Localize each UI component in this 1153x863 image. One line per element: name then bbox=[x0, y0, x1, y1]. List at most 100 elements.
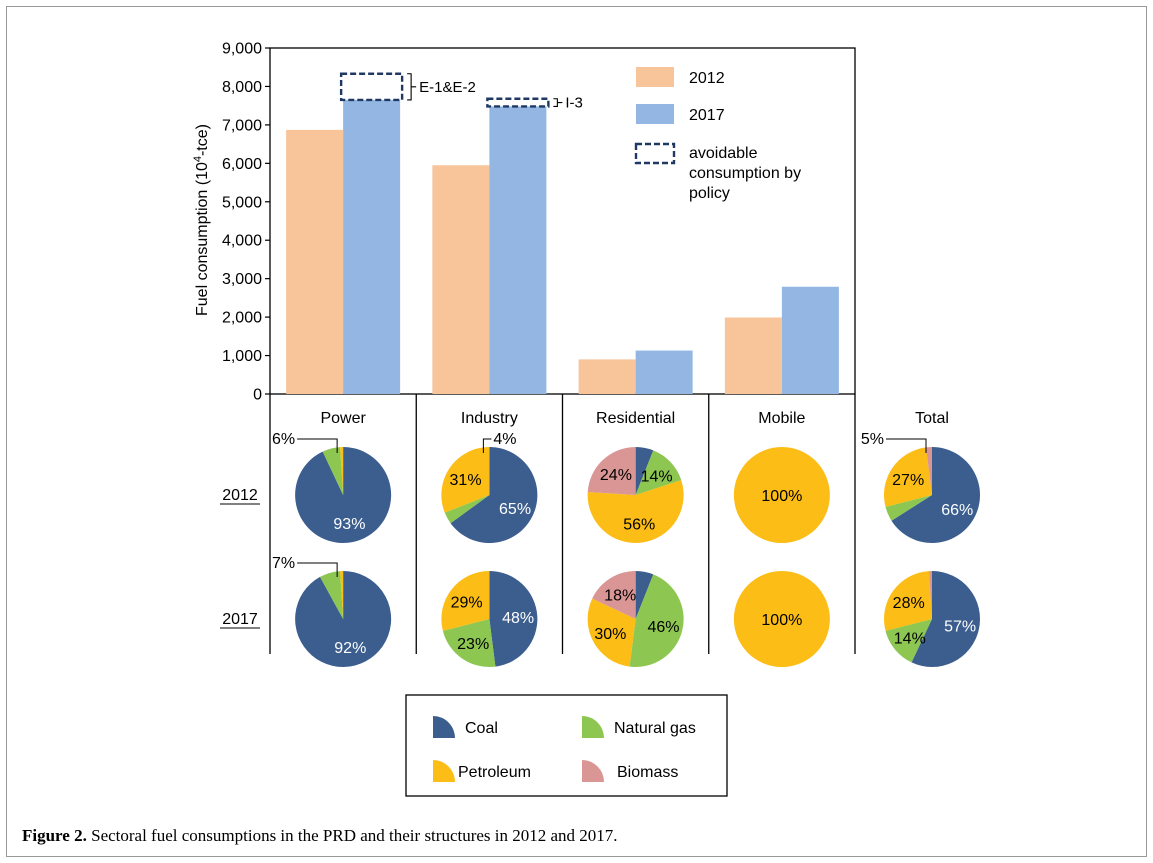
pie-slice-natural-gas bbox=[885, 495, 932, 521]
column-header-power: Power bbox=[320, 410, 366, 427]
avoidable-label-power: E-1&E-2 bbox=[419, 79, 476, 96]
bar-industry-2012 bbox=[432, 165, 490, 394]
y-axis-title-main: Fuel consumption (10 bbox=[194, 162, 211, 316]
pie-callout-line bbox=[482, 438, 492, 453]
pie-slice-petroleum bbox=[884, 571, 932, 631]
pie-callout-line bbox=[886, 438, 927, 453]
column-header-mobile: Mobile bbox=[758, 410, 805, 427]
pie-label-petroleum: 31% bbox=[450, 472, 482, 489]
y-axis-title-superscript: 4 bbox=[192, 156, 204, 162]
y-tick-label: 1,000 bbox=[222, 348, 262, 365]
pie-slice-natural-gas bbox=[444, 495, 490, 524]
pie-slice-petroleum bbox=[733, 571, 830, 667]
pie-label-petroleum: 100% bbox=[761, 488, 802, 505]
pie-callout-line bbox=[297, 562, 338, 577]
bar-power-2012 bbox=[286, 129, 344, 395]
pie-power-2012: 93% 6% bbox=[272, 431, 392, 543]
pie-label-natural-gas: 14% bbox=[641, 468, 673, 485]
bar-residential-2017 bbox=[635, 350, 693, 394]
pie-label-biomass: 24% bbox=[600, 467, 632, 484]
pie-slice-coal bbox=[891, 447, 981, 543]
avoidable-box-power bbox=[339, 72, 404, 102]
bar-chart: 0 1,000 2,000 3,000 4,000 5,000 6,000 7,000 8,00… bbox=[192, 41, 856, 404]
y-tick-label: 2,000 bbox=[222, 310, 262, 327]
legend-label-avoidable-line: policy bbox=[689, 185, 730, 202]
legend-label-natural-gas: Natural gas bbox=[614, 720, 696, 737]
y-tick-label: 0 bbox=[253, 387, 262, 404]
figure-caption-label: Figure 2. bbox=[22, 826, 87, 845]
avoidable-label-industry: I-3 bbox=[565, 95, 583, 112]
pie-slice-petroleum bbox=[340, 571, 344, 619]
pie-label-petroleum: 100% bbox=[761, 612, 802, 629]
pie-slice-natural-gas bbox=[629, 574, 684, 667]
pie-callout-label: 5% bbox=[861, 431, 884, 448]
pie-slice-petroleum bbox=[441, 447, 490, 513]
pie-slice-petroleum bbox=[884, 447, 932, 507]
pie-mobile-2012: 100% bbox=[733, 447, 830, 543]
pie-total-2017: 57% 14% 28% bbox=[884, 571, 980, 667]
pie-slice-petroleum bbox=[733, 447, 830, 543]
pie-label-petroleum: 27% bbox=[892, 472, 924, 489]
figure-caption: Figure 2. Sectoral fuel consumptions in … bbox=[22, 826, 618, 846]
pie-row-labels: 2012 2017 bbox=[220, 487, 260, 629]
legend-label-avoidable-line: consumption by bbox=[689, 165, 801, 182]
pie-slice-biomass bbox=[928, 571, 932, 619]
pie-slice-natural-gas bbox=[442, 619, 496, 667]
legend-label-2012: 2012 bbox=[689, 70, 725, 87]
pie-residential-2012: 14% 56% 24% bbox=[587, 447, 684, 544]
column-header-industry: Industry bbox=[461, 410, 518, 427]
bar-industry-2017 bbox=[489, 106, 547, 395]
pie-label-coal: 48% bbox=[502, 610, 534, 627]
legend-icon-natural-gas bbox=[582, 716, 604, 738]
y-tick-label: 3,000 bbox=[222, 271, 262, 288]
y-tick-label: 9,000 bbox=[222, 41, 262, 58]
pie-slice-coal bbox=[635, 447, 654, 495]
pie-slice-coal bbox=[911, 571, 980, 667]
pie-label-petroleum: 29% bbox=[451, 594, 483, 611]
pie-grid: Power Industry Residential Mobile Total 2012… bbox=[220, 394, 981, 667]
pie-label-coal: 65% bbox=[499, 501, 531, 518]
row-label-2017: 2017 bbox=[222, 611, 258, 628]
pie-slice-natural-gas bbox=[322, 447, 344, 495]
pie-label-petroleum: 30% bbox=[594, 626, 626, 643]
column-header-residential: Residential bbox=[596, 410, 675, 427]
y-axis-title: Fuel consumption (104-tce) bbox=[192, 124, 211, 316]
legend-swatch-avoidable bbox=[634, 142, 676, 165]
pie-slice-biomass bbox=[587, 447, 636, 495]
pie-residential-2017: 46% 30% 18% bbox=[587, 571, 684, 667]
legend-label-avoidable-line: avoidable bbox=[689, 145, 758, 162]
legend-label-coal: Coal bbox=[465, 720, 498, 737]
legend-swatch-2012 bbox=[636, 67, 674, 87]
bar-power-2017 bbox=[343, 99, 401, 395]
fuel-legend-frame bbox=[405, 694, 728, 797]
pie-industry-2017: 48% 23% 29% bbox=[441, 571, 538, 667]
pie-power-2017: 92% 7% bbox=[272, 555, 392, 667]
pie-label-coal: 57% bbox=[944, 618, 976, 635]
pie-slice-coal bbox=[450, 447, 538, 543]
pie-slice-coal bbox=[635, 571, 654, 619]
pie-slice-biomass bbox=[925, 447, 932, 495]
legend-label-avoidable: avoidable consumption by policy bbox=[689, 145, 801, 202]
legend-icon-biomass bbox=[582, 760, 604, 782]
pie-label-coal: 92% bbox=[334, 640, 366, 657]
pie-slice-coal bbox=[295, 571, 392, 667]
pie-slice-natural-gas bbox=[885, 619, 932, 663]
pie-slice-biomass bbox=[592, 571, 636, 619]
pie-slice-petroleum bbox=[441, 571, 490, 631]
bar-legend: 2012 2017 avoidable consumption by policy bbox=[634, 67, 801, 202]
figure-caption-text: Sectoral fuel consumptions in the PRD an… bbox=[91, 826, 618, 845]
figure-frame bbox=[6, 6, 1147, 857]
y-tick-label: 7,000 bbox=[222, 117, 262, 134]
avoidable-annotations: E-1&E-2 I-3 bbox=[339, 72, 583, 112]
legend-label-petroleum: Petroleum bbox=[458, 764, 531, 781]
pie-slice-coal bbox=[489, 571, 538, 667]
pie-slice-natural-gas bbox=[635, 450, 682, 495]
y-axis-title-unit: -tce) bbox=[194, 124, 211, 156]
pie-label-petroleum: 28% bbox=[893, 595, 925, 612]
legend-icon-petroleum bbox=[433, 760, 455, 782]
pie-label-natural-gas: 23% bbox=[457, 636, 489, 653]
pie-callout-line bbox=[297, 438, 338, 453]
bar-mobile-2012 bbox=[724, 317, 782, 394]
y-axis-ticks: 0 1,000 2,000 3,000 4,000 5,000 6,000 7,000 8,00… bbox=[222, 41, 270, 404]
